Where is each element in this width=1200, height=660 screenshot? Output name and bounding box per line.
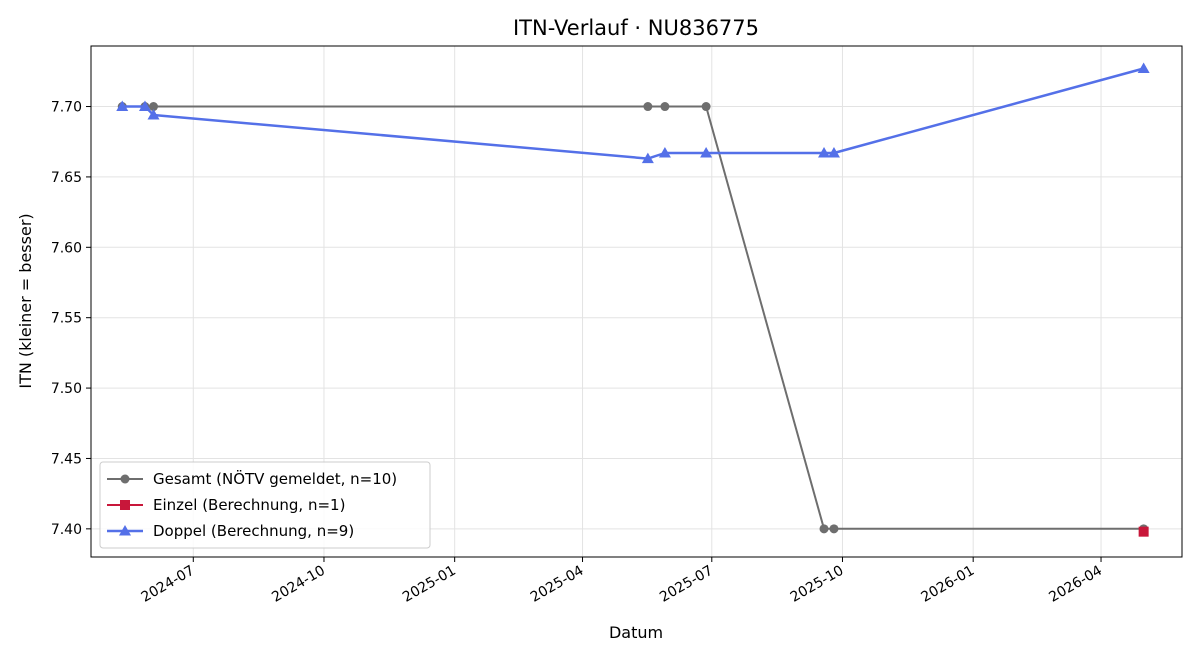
data-point	[829, 524, 839, 534]
data-point	[149, 102, 159, 112]
y-tick-label: 7.45	[51, 451, 82, 467]
data-point	[116, 100, 129, 112]
data-point	[827, 146, 840, 158]
series-layer	[116, 62, 1150, 537]
series-triangle	[116, 62, 1150, 164]
y-tick-label: 7.50	[51, 381, 82, 397]
data-point	[641, 152, 654, 164]
legend-item: Doppel (Berechnung, n=9)	[107, 522, 354, 540]
chart-title: ITN-Verlauf · NU836775	[513, 16, 759, 40]
legend-marker	[120, 500, 130, 510]
data-point	[658, 146, 671, 158]
data-point	[701, 102, 711, 112]
legend-box	[99, 461, 431, 549]
data-point	[138, 100, 151, 112]
x-axis-label: Datum	[609, 623, 663, 642]
legend-item: Gesamt (NÖTV gemeldet, n=10)	[107, 469, 397, 488]
legend-label: Einzel (Berechnung, n=1)	[153, 496, 345, 514]
y-tick-label: 7.55	[51, 311, 82, 327]
y-axis-label: ITN (kleiner = besser)	[16, 213, 35, 388]
y-tick-label: 7.70	[51, 100, 82, 116]
series-square	[1138, 526, 1149, 537]
legend: Gesamt (NÖTV gemeldet, n=10) Einzel (Bere…	[99, 461, 431, 549]
data-point	[147, 108, 160, 120]
legend-marker	[120, 474, 130, 484]
legend-label: Gesamt (NÖTV gemeldet, n=10)	[153, 469, 397, 488]
data-point	[1137, 62, 1150, 74]
y-tick-label: 7.65	[51, 170, 82, 186]
data-point	[1138, 526, 1149, 537]
legend-marker	[119, 525, 131, 536]
data-point	[819, 524, 829, 534]
y-tick-label: 7.60	[51, 240, 82, 256]
data-point	[700, 146, 713, 158]
legend-item: Einzel (Berechnung, n=1)	[107, 496, 345, 514]
legend-label: Doppel (Berechnung, n=9)	[153, 522, 354, 540]
plot-frame	[90, 45, 1183, 558]
grid-layer	[91, 46, 1182, 557]
data-point	[660, 102, 670, 112]
data-point	[643, 102, 653, 112]
y-tick-label: 7.40	[51, 522, 82, 538]
data-point	[818, 146, 831, 158]
